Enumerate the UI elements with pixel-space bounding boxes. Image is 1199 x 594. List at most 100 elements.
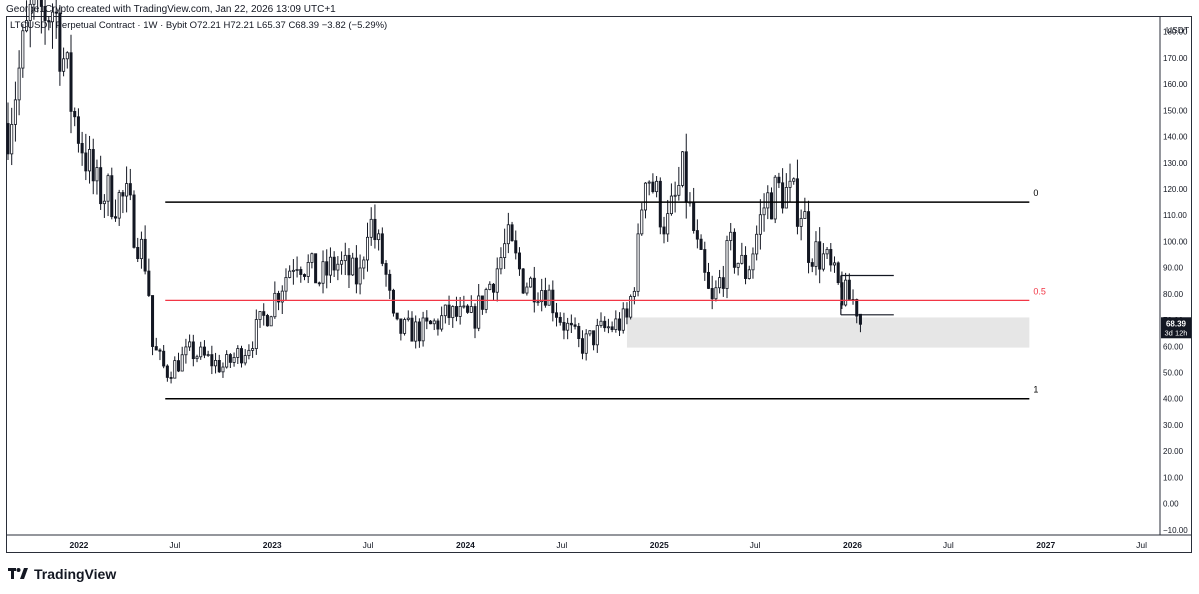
candle-body (162, 350, 166, 367)
y-tick-label: −10.00 (1163, 526, 1188, 535)
candle-body (21, 30, 25, 69)
candle-body (58, 12, 62, 72)
candle-body (314, 253, 318, 284)
candle-body (521, 268, 525, 294)
candle-body (191, 341, 195, 360)
candle-body (551, 289, 555, 314)
candle-body (262, 311, 266, 316)
candle-body (358, 267, 362, 285)
candle-body (403, 319, 407, 334)
x-tick-label: Jul (1136, 540, 1147, 550)
x-tick-label: Jul (943, 540, 954, 550)
chart-frame[interactable] (6, 16, 1192, 553)
candle-body (595, 325, 599, 346)
candle-body (732, 231, 736, 268)
candle-body (706, 271, 710, 289)
candle-body (406, 317, 410, 320)
candle-body (847, 279, 851, 300)
candle-body (139, 238, 143, 260)
candle-body (6, 123, 10, 155)
candle-body (436, 320, 440, 330)
candle-body (454, 306, 458, 317)
candle-body (592, 330, 596, 346)
candle-body (132, 194, 136, 248)
candle-body (269, 316, 273, 327)
zones-layer (626, 317, 1030, 348)
candle-body (28, 3, 32, 21)
x-tick-label: Jul (750, 540, 761, 550)
x-tick-label: 2025 (650, 540, 669, 550)
candle-body (321, 261, 325, 284)
candle-body (588, 330, 592, 335)
candle-body (784, 187, 788, 209)
candle-body (280, 290, 284, 303)
candle-body (580, 338, 584, 354)
candle-body (206, 354, 210, 356)
candle-body (343, 254, 347, 262)
y-tick-label: 20.00 (1163, 447, 1184, 456)
candle-body (773, 176, 777, 220)
candle-body (47, 20, 51, 23)
candle-body (202, 346, 206, 356)
candle-body (462, 305, 466, 308)
candle-body (251, 348, 255, 351)
candle-body (214, 360, 218, 367)
candle-body (814, 241, 818, 267)
symbol-info: LTCUSDT Perpetual Contract · 1W · Bybit … (10, 20, 388, 31)
candle-body (184, 346, 188, 356)
candle-body (410, 317, 414, 342)
chart-attribution: George1Crypto created with TradingView.c… (6, 4, 336, 15)
candle-body (17, 67, 21, 101)
candle-body (102, 200, 106, 205)
y-tick-label: 140.00 (1163, 133, 1188, 142)
candle-body (65, 52, 69, 60)
candle-body (506, 224, 510, 245)
x-tick-label: 2022 (69, 540, 88, 550)
candle-body (284, 277, 288, 292)
x-tick-label: Jul (169, 540, 180, 550)
candle-body (517, 252, 521, 270)
candle-body (302, 274, 307, 277)
candle-body (651, 181, 655, 193)
candle-body (762, 207, 766, 216)
candle-body (736, 262, 740, 268)
candle-body (188, 341, 192, 348)
candle-body (573, 324, 577, 327)
candle-body (32, 0, 36, 5)
candle-body (340, 260, 344, 265)
candle-body (143, 238, 147, 272)
candle-body (632, 290, 636, 297)
candle-body (844, 279, 848, 306)
candle-body (606, 326, 610, 329)
candle-body (629, 296, 633, 318)
candle-body (662, 226, 666, 235)
candles-layer (6, 0, 862, 384)
x-tick-label: 2024 (456, 540, 475, 550)
candle-body (555, 312, 559, 318)
candle-body (199, 346, 203, 358)
candle-body (480, 295, 484, 310)
candle-body (347, 254, 351, 276)
candle-body (50, 11, 54, 23)
candle-body (362, 259, 366, 269)
candle-body (532, 277, 536, 303)
candle-body (221, 366, 225, 373)
y-tick-label: 170.00 (1163, 54, 1188, 63)
candle-body (740, 254, 744, 264)
candle-body (377, 233, 381, 241)
y-tick-label: 150.00 (1163, 106, 1188, 115)
brand-name: TradingView (34, 566, 117, 582)
price-axis: −10.00 0.00 10.00 20.00 30.00 40.00 50.00 60.00… (1163, 28, 1188, 535)
candle-body (818, 241, 822, 270)
candle-body (510, 224, 514, 242)
candle-body (543, 290, 547, 306)
candle-body (113, 216, 117, 219)
candle-body (647, 181, 651, 184)
candle-body (451, 306, 455, 319)
candle-body (39, 0, 43, 7)
candle-body (291, 269, 295, 272)
candle-body (169, 377, 173, 379)
candle-body (792, 178, 796, 182)
candle-body (236, 348, 240, 358)
